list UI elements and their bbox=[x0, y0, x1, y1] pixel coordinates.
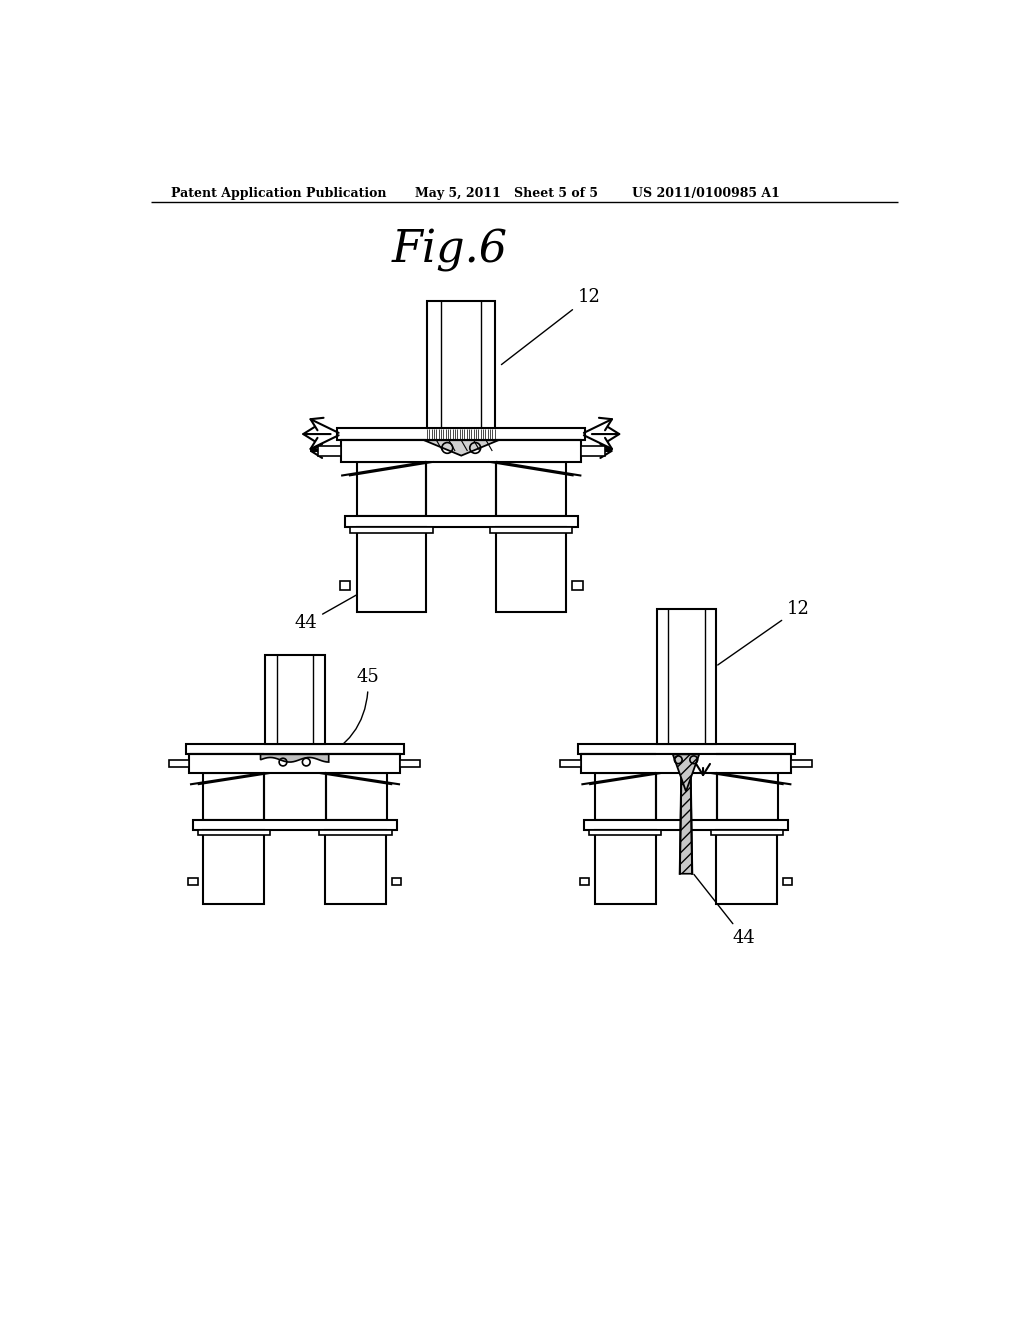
Bar bbox=[489, 527, 572, 533]
Bar bbox=[656, 609, 716, 743]
Bar bbox=[327, 836, 385, 903]
Bar bbox=[717, 774, 778, 820]
Bar bbox=[340, 581, 350, 590]
Text: Fig.6: Fig.6 bbox=[391, 230, 508, 272]
Bar bbox=[498, 533, 564, 610]
Bar bbox=[589, 830, 662, 836]
Bar bbox=[578, 743, 796, 755]
Bar bbox=[203, 830, 264, 904]
Bar bbox=[718, 836, 776, 903]
Bar bbox=[358, 463, 425, 515]
Bar bbox=[319, 830, 391, 836]
Bar bbox=[716, 830, 777, 904]
Bar bbox=[326, 774, 387, 820]
Bar bbox=[719, 775, 776, 818]
Bar bbox=[560, 760, 581, 767]
Text: 44: 44 bbox=[694, 874, 756, 946]
Bar bbox=[391, 878, 400, 886]
Bar bbox=[427, 301, 496, 428]
Text: 45: 45 bbox=[316, 668, 379, 762]
Bar bbox=[325, 830, 386, 904]
Bar bbox=[205, 836, 263, 903]
Bar bbox=[595, 830, 655, 904]
Bar bbox=[345, 516, 578, 527]
Text: 44: 44 bbox=[295, 594, 358, 632]
Bar bbox=[188, 878, 198, 886]
Bar bbox=[585, 820, 788, 830]
Bar bbox=[328, 775, 385, 818]
Text: May 5, 2011   Sheet 5 of 5: May 5, 2011 Sheet 5 of 5 bbox=[415, 187, 598, 199]
Bar bbox=[205, 775, 263, 818]
Bar bbox=[317, 446, 341, 455]
Bar bbox=[792, 760, 812, 767]
Text: 12: 12 bbox=[502, 288, 600, 364]
Bar bbox=[496, 527, 566, 612]
Bar bbox=[265, 655, 325, 743]
Bar bbox=[783, 878, 793, 886]
Polygon shape bbox=[680, 774, 692, 874]
Bar bbox=[400, 760, 420, 767]
Bar bbox=[194, 820, 397, 830]
Text: 12: 12 bbox=[718, 599, 810, 665]
Bar bbox=[356, 462, 426, 516]
Bar bbox=[356, 527, 426, 612]
Bar bbox=[580, 878, 589, 886]
Bar bbox=[203, 774, 264, 820]
Bar bbox=[341, 441, 582, 462]
Bar bbox=[496, 462, 566, 516]
Bar bbox=[358, 533, 425, 610]
Bar bbox=[572, 581, 583, 590]
Text: US 2011/0100985 A1: US 2011/0100985 A1 bbox=[632, 187, 779, 199]
Bar bbox=[595, 774, 655, 820]
Bar bbox=[596, 836, 654, 903]
Polygon shape bbox=[673, 755, 699, 792]
Bar bbox=[498, 463, 564, 515]
Text: Patent Application Publication: Patent Application Publication bbox=[171, 187, 386, 199]
Bar bbox=[350, 527, 432, 533]
Bar bbox=[198, 830, 270, 836]
Bar bbox=[186, 743, 403, 755]
Bar bbox=[189, 755, 400, 774]
Bar bbox=[711, 830, 783, 836]
Bar bbox=[581, 755, 792, 774]
Polygon shape bbox=[424, 441, 499, 455]
Bar bbox=[582, 446, 604, 455]
Bar bbox=[169, 760, 189, 767]
Polygon shape bbox=[260, 755, 329, 762]
Bar bbox=[596, 775, 654, 818]
Bar bbox=[337, 428, 586, 441]
